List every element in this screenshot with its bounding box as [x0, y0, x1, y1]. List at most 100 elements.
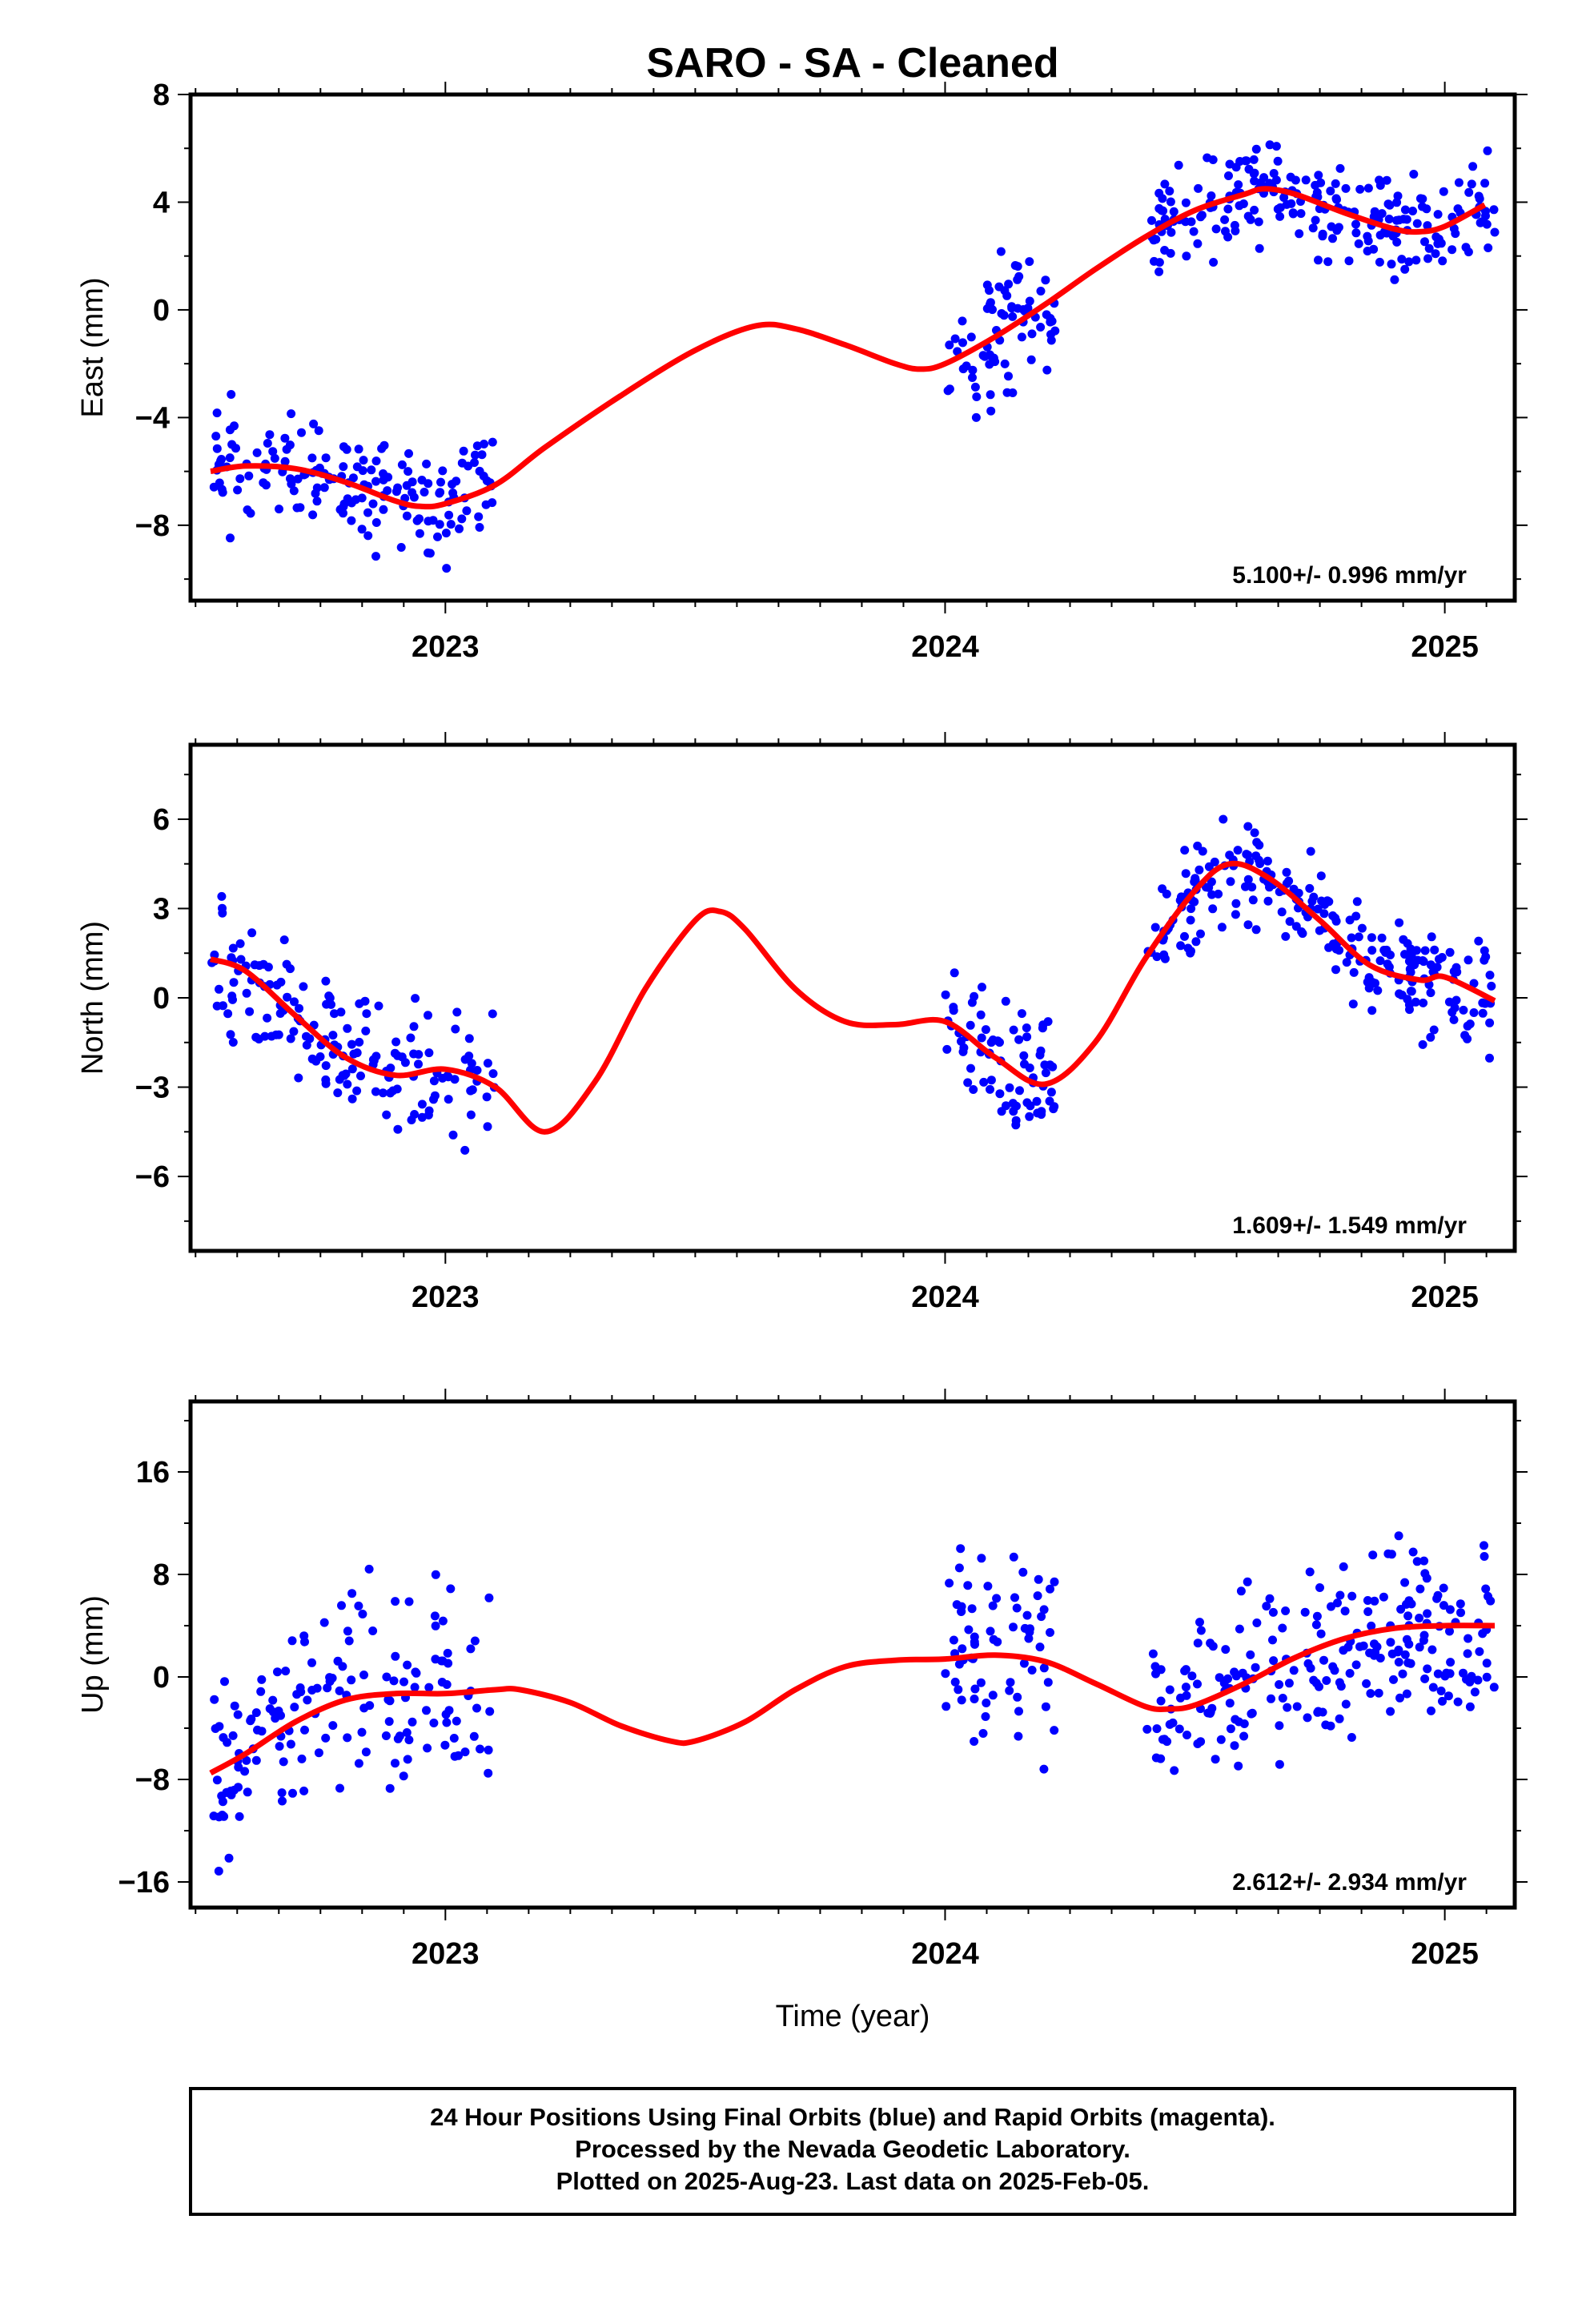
data-point — [444, 1095, 453, 1104]
data-point — [1483, 146, 1492, 155]
data-point — [972, 392, 982, 401]
data-point — [1320, 900, 1330, 909]
data-point — [1269, 1656, 1279, 1666]
data-point — [1404, 257, 1414, 267]
data-point — [281, 1667, 291, 1676]
data-point — [410, 1683, 420, 1692]
data-point — [1464, 187, 1474, 197]
data-point — [1282, 879, 1291, 888]
data-point — [404, 448, 413, 458]
data-point — [363, 508, 372, 517]
data-point — [302, 1040, 311, 1050]
rate-annotation: 1.609+/- 1.549 mm/yr — [1232, 1212, 1467, 1239]
data-point — [1407, 1599, 1416, 1609]
data-point — [983, 1582, 993, 1591]
data-point — [957, 1695, 966, 1705]
data-point — [1422, 1574, 1431, 1583]
data-point — [1014, 1035, 1024, 1044]
data-point — [1247, 1708, 1257, 1718]
data-point — [963, 1078, 973, 1088]
data-point — [436, 488, 445, 497]
data-point — [220, 1677, 229, 1687]
data-point — [1335, 1590, 1345, 1600]
data-point — [314, 426, 323, 436]
y-tick-label: 0 — [153, 1661, 170, 1695]
data-point — [212, 408, 222, 418]
fit-curve — [210, 186, 1487, 510]
data-point — [1402, 215, 1411, 224]
data-point — [367, 465, 376, 475]
data-point — [430, 1611, 440, 1621]
data-point — [438, 466, 448, 476]
data-point — [1397, 255, 1407, 264]
panel-2: 2023 2024 2025 −6 −3 0 3 6 North (mm) 1.609+/- 1.… — [76, 732, 1528, 1314]
data-point — [1284, 1679, 1294, 1688]
data-point — [1374, 1688, 1383, 1698]
data-point — [1347, 933, 1356, 943]
data-point — [1008, 312, 1018, 321]
data-point — [1251, 144, 1261, 154]
data-point — [234, 1783, 243, 1792]
data-point — [970, 1684, 980, 1694]
data-point — [1251, 925, 1261, 935]
data-point — [433, 532, 442, 541]
data-point — [1268, 1635, 1277, 1645]
data-point — [319, 1618, 329, 1627]
data-point — [484, 1593, 494, 1602]
data-point — [1460, 1031, 1470, 1040]
data-point — [235, 474, 245, 484]
data-point — [1035, 1642, 1045, 1652]
data-point — [954, 1659, 964, 1669]
data-point — [314, 1748, 323, 1758]
data-point — [1375, 956, 1385, 966]
data-point — [470, 1636, 480, 1646]
data-point — [254, 1035, 263, 1043]
data-point — [942, 1044, 952, 1054]
data-point — [1259, 173, 1269, 183]
data-point — [356, 1072, 365, 1080]
data-point — [1174, 160, 1183, 170]
data-point — [1156, 1754, 1166, 1763]
data-point — [341, 1069, 351, 1079]
data-point — [945, 340, 954, 350]
data-point — [1289, 1666, 1299, 1675]
data-point — [472, 1066, 482, 1075]
data-point — [431, 1570, 440, 1579]
data-point — [247, 928, 257, 938]
data-point — [1180, 931, 1189, 941]
data-point — [396, 543, 406, 552]
data-point — [268, 1695, 278, 1705]
data-point — [391, 1597, 400, 1606]
data-point — [1160, 246, 1170, 255]
data-point — [210, 1695, 219, 1704]
data-point — [480, 440, 488, 448]
data-point — [1174, 1724, 1184, 1734]
data-point — [1340, 1606, 1350, 1616]
data-point — [1349, 967, 1359, 977]
data-point — [383, 1695, 393, 1704]
data-point — [1430, 945, 1439, 955]
data-point — [1469, 979, 1479, 988]
data-point — [417, 1100, 427, 1109]
data-point — [1235, 1624, 1244, 1634]
data-point — [1181, 869, 1191, 879]
data-point — [1464, 1634, 1473, 1643]
data-point — [1036, 287, 1046, 296]
data-point — [273, 1667, 282, 1677]
data-point — [444, 1072, 453, 1082]
data-point — [225, 453, 235, 463]
data-point — [1445, 1605, 1455, 1614]
data-point — [270, 453, 279, 463]
data-point — [1203, 1708, 1213, 1718]
y-tick-label: 6 — [153, 803, 170, 837]
data-point — [259, 478, 268, 488]
data-point — [393, 483, 403, 493]
data-point — [1026, 1101, 1035, 1111]
data-point — [986, 1626, 995, 1636]
data-point — [1367, 946, 1377, 955]
data-point — [364, 1564, 374, 1574]
y-tick-label: −8 — [135, 509, 170, 543]
data-point — [1025, 1112, 1034, 1121]
data-point — [378, 1088, 387, 1098]
data-point — [1419, 998, 1428, 1007]
